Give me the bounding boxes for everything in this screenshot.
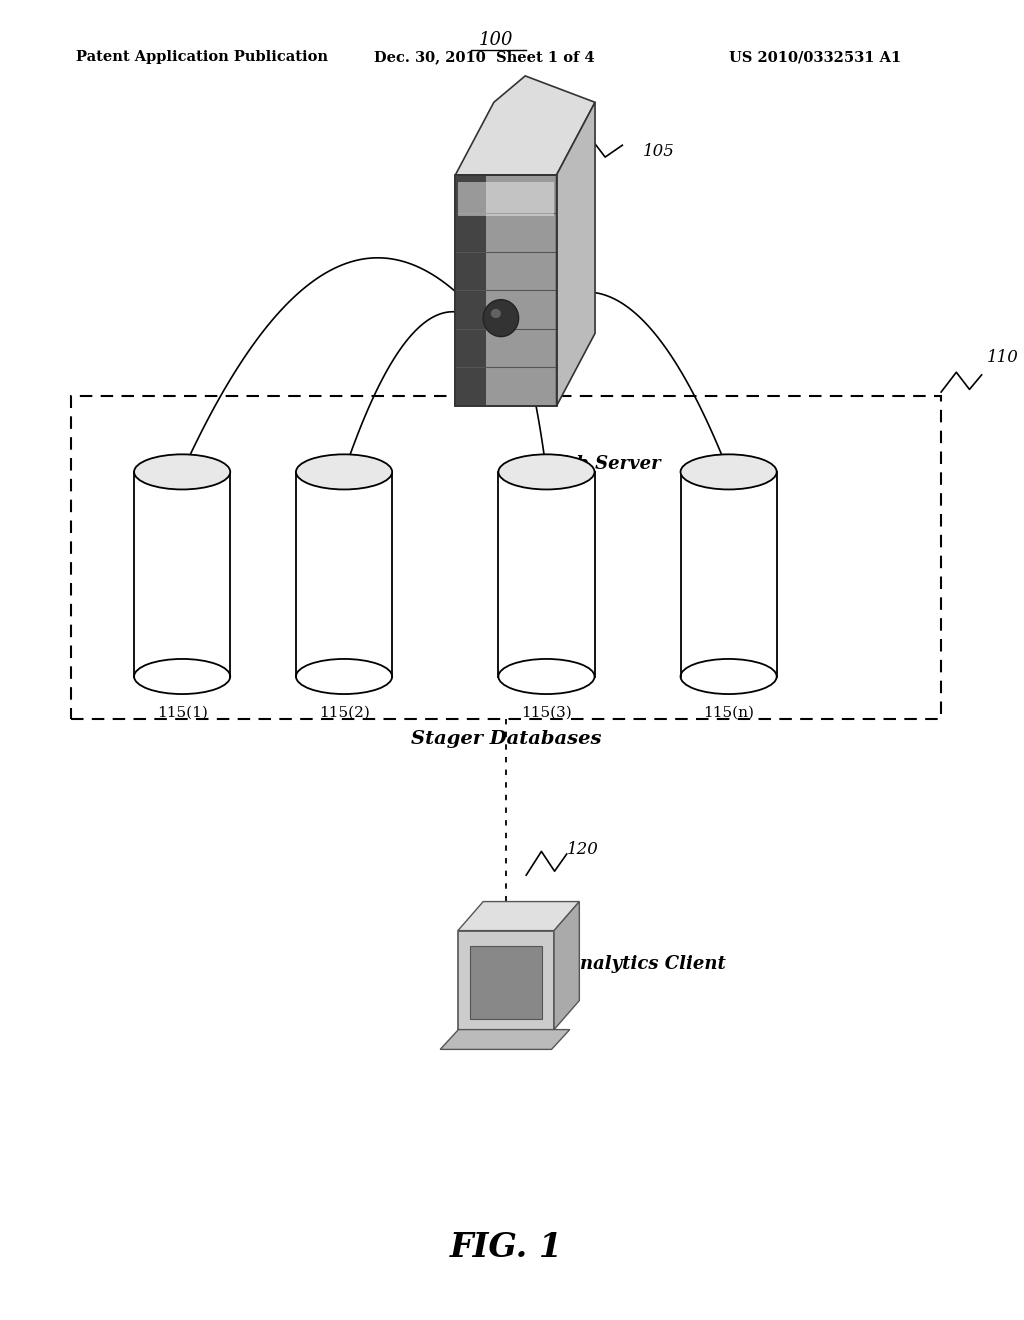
Polygon shape [458,902,580,931]
Text: Stager Databases: Stager Databases [411,730,601,748]
Text: 115(n): 115(n) [703,706,754,719]
Text: 115(2): 115(2) [318,706,370,719]
Ellipse shape [490,309,501,318]
Ellipse shape [499,659,595,694]
Polygon shape [557,103,595,407]
Polygon shape [456,75,595,174]
Text: 110: 110 [987,348,1019,366]
Polygon shape [296,473,392,677]
Text: Dec. 30, 2010  Sheet 1 of 4: Dec. 30, 2010 Sheet 1 of 4 [375,50,595,65]
Ellipse shape [483,300,518,337]
Ellipse shape [681,659,776,694]
Polygon shape [470,946,542,1019]
Text: 115(1): 115(1) [157,706,208,719]
Text: Web Server: Web Server [547,455,662,474]
Ellipse shape [296,659,392,694]
Ellipse shape [134,659,230,694]
Polygon shape [456,174,557,407]
Polygon shape [456,174,485,407]
Text: US 2010/0332531 A1: US 2010/0332531 A1 [729,50,901,65]
Ellipse shape [681,454,776,490]
Polygon shape [134,473,230,677]
Text: 100: 100 [478,30,513,49]
Polygon shape [440,1030,569,1049]
Text: FIG. 1: FIG. 1 [450,1230,562,1265]
Text: 120: 120 [566,841,599,858]
Bar [71,396,941,719]
Polygon shape [459,181,554,216]
Ellipse shape [296,454,392,490]
Ellipse shape [134,454,230,490]
Polygon shape [458,931,554,1030]
Text: 115(3): 115(3) [521,706,571,719]
Polygon shape [499,473,595,677]
Text: Analytics Client: Analytics Client [566,954,727,973]
Text: 105: 105 [643,144,675,160]
Polygon shape [681,473,776,677]
Polygon shape [554,902,580,1030]
Ellipse shape [499,454,595,490]
Text: Patent Application Publication: Patent Application Publication [76,50,328,65]
